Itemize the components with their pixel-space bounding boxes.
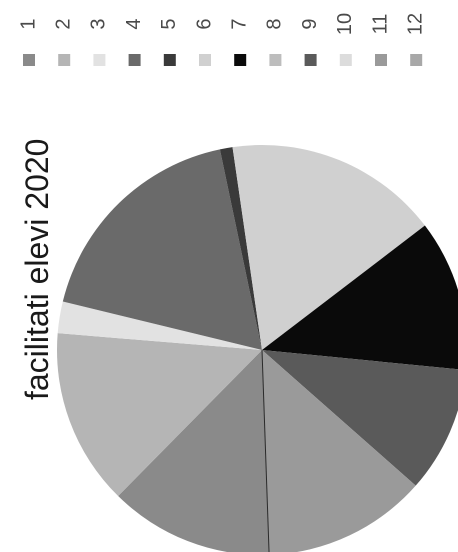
legend-swatch-12 (410, 54, 423, 66)
pie-slice-6 (232, 144, 425, 350)
pie-slice-7 (262, 225, 458, 370)
legend-swatch-10 (339, 54, 352, 66)
legend-label-4: 4 (123, 18, 145, 29)
pie-slice-11 (262, 350, 416, 552)
legend-swatch-8 (269, 54, 282, 66)
slice-divider (261, 349, 270, 552)
legend-label-2: 2 (52, 18, 74, 29)
legend: 1 2 3 4 5 6 7 8 9 10 11 12 (17, 13, 426, 66)
legend-swatch-1 (23, 54, 35, 66)
legend-swatch-11 (375, 54, 387, 66)
pie-slice-1 (118, 350, 270, 552)
pie-slice-5 (219, 147, 262, 350)
legend-swatch-2 (58, 54, 71, 66)
chart-title: facilitati elevi 2020 (19, 139, 55, 400)
legend-swatch-4 (128, 54, 141, 66)
legend-swatch-3 (93, 54, 106, 66)
legend-label-3: 3 (88, 18, 110, 29)
legend-label-12: 12 (404, 13, 426, 35)
legend-label-5: 5 (158, 18, 180, 29)
legend-label-1: 1 (17, 18, 39, 29)
legend-label-7: 7 (228, 18, 250, 29)
legend-swatch-7 (234, 54, 247, 66)
legend-label-6: 6 (193, 18, 215, 29)
legend-label-9: 9 (299, 18, 321, 29)
legend-swatch-5 (163, 54, 176, 66)
pie-slices (56, 144, 458, 552)
pie-slice-4 (62, 149, 263, 350)
legend-swatch-9 (304, 54, 317, 66)
legend-label-11: 11 (369, 14, 391, 35)
legend-label-10: 10 (334, 13, 356, 35)
legend-swatch-6 (199, 54, 211, 66)
pie-slice-2 (56, 333, 262, 497)
pie-slice-3 (57, 301, 262, 350)
legend-label-8: 8 (264, 18, 286, 29)
pie-slice-9 (262, 350, 458, 486)
